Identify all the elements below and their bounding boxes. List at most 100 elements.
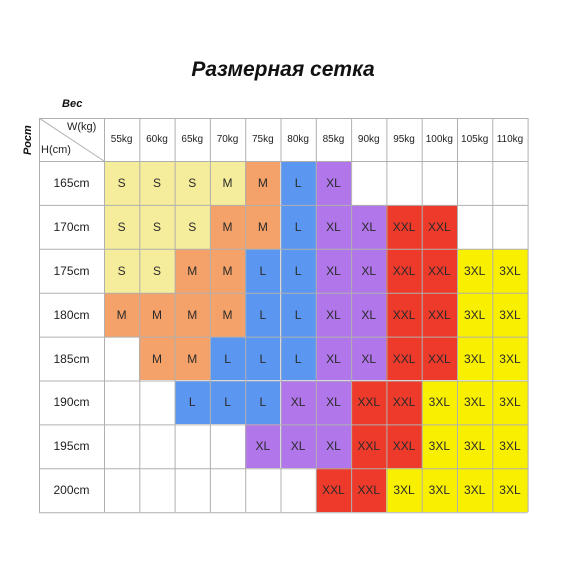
size-label: M: [151, 351, 162, 366]
size-cell: XL: [351, 204, 387, 249]
size-label: M: [222, 263, 233, 278]
height-row-header-cell: 180cm: [39, 293, 104, 337]
size-cell: XXL: [351, 468, 387, 513]
size-cell: [209, 424, 246, 469]
size-label: 3XL: [393, 483, 415, 498]
size-label: M: [222, 175, 233, 190]
size-cell: XL: [315, 292, 352, 337]
size-label: 3XL: [499, 395, 521, 410]
size-cell: 3XL: [457, 424, 493, 469]
size-label: 3XL: [428, 439, 451, 454]
size-cell: XXL: [386, 204, 422, 249]
size-label: 3XL: [463, 307, 486, 322]
size-cell: M: [209, 248, 246, 293]
weight-header-cell: 55kg: [104, 118, 139, 161]
size-label: XL: [326, 395, 341, 410]
size-cell: XL: [351, 336, 387, 381]
size-label: M: [222, 307, 233, 322]
weight-header-cell: 105kg: [457, 118, 492, 161]
height-row-header-cell: 190cm: [39, 381, 104, 425]
size-cell: [209, 468, 246, 513]
size-label: XL: [326, 351, 341, 366]
size-cell: L: [245, 336, 281, 381]
size-label: S: [188, 219, 197, 234]
size-cell: [280, 468, 316, 513]
size-cell: [104, 380, 140, 425]
size-cell: S: [139, 161, 175, 205]
size-label: XL: [326, 263, 341, 278]
corner-header-cell: W(kg) H(cm): [39, 118, 104, 161]
size-cell: XL: [351, 292, 387, 337]
size-cell: XL: [351, 248, 387, 293]
size-cell: L: [174, 380, 210, 425]
weight-header-cell: 85kg: [316, 118, 351, 161]
size-cell: [351, 161, 387, 205]
height-row-label: H(cm): [41, 144, 71, 156]
size-cell: XXL: [386, 336, 422, 381]
size-cell: [457, 161, 493, 205]
size-label: 3XL: [463, 395, 486, 410]
size-cell: XXL: [386, 424, 422, 469]
size-label: L: [259, 263, 267, 278]
size-cell: XXL: [421, 204, 457, 249]
size-label: S: [117, 219, 126, 234]
size-cell: XXL: [421, 336, 457, 381]
size-cell: 3XL: [457, 292, 493, 337]
size-label: M: [187, 307, 198, 322]
size-label: XL: [361, 307, 377, 322]
size-label: S: [188, 175, 197, 190]
size-cell: XL: [315, 380, 352, 425]
size-label: XXL: [322, 483, 345, 498]
size-cell: 3XL: [492, 424, 528, 469]
weight-header-cell: 65kg: [175, 118, 210, 161]
size-cell: 3XL: [421, 468, 457, 513]
size-label: 3XL: [499, 307, 521, 322]
size-cell: XXL: [386, 292, 422, 337]
size-cell: [104, 424, 140, 469]
size-cell: M: [209, 292, 246, 337]
size-label: XL: [361, 351, 377, 366]
size-cell: L: [245, 380, 281, 425]
size-label: 3XL: [499, 263, 521, 278]
size-cell: XXL: [351, 424, 387, 469]
size-cell: XL: [315, 161, 352, 205]
weight-header-label: 75kg: [251, 134, 274, 145]
size-cell: M: [174, 336, 210, 381]
size-label: L: [259, 351, 267, 366]
size-label: XL: [361, 219, 377, 234]
size-label: XXL: [392, 351, 416, 366]
size-cell: L: [280, 292, 316, 337]
size-label: 3XL: [499, 439, 521, 454]
size-cell: [457, 204, 493, 249]
size-cell: S: [104, 161, 140, 205]
weight-header-label: 80kg: [287, 134, 309, 145]
size-label: L: [294, 219, 302, 234]
size-cell: M: [209, 204, 246, 249]
size-label: M: [257, 219, 268, 234]
size-cell: XXL: [421, 248, 457, 293]
size-cell: M: [174, 292, 210, 337]
size-label: 3XL: [463, 439, 486, 454]
height-row-label: 180cm: [53, 307, 90, 322]
size-label: XL: [326, 175, 341, 190]
size-cell: 3XL: [421, 424, 457, 469]
size-cell: XL: [315, 336, 352, 381]
size-label: M: [257, 175, 268, 190]
weight-header-cell: 100kg: [422, 118, 457, 161]
size-cell: XXL: [315, 468, 352, 513]
size-cell: 3XL: [457, 336, 493, 381]
size-cell: L: [209, 380, 246, 425]
weight-column-label: W(kg): [67, 121, 97, 133]
height-row-label: 185cm: [53, 351, 90, 366]
size-cell: S: [174, 204, 210, 249]
size-cell: 3XL: [492, 248, 528, 293]
size-cell: XXL: [386, 248, 422, 293]
weight-header-label: 65kg: [181, 134, 204, 145]
height-row-header-cell: 170cm: [39, 205, 104, 249]
size-cell: S: [104, 204, 140, 249]
size-label: S: [152, 175, 161, 190]
weight-header-cell: 60kg: [139, 118, 174, 161]
size-label: S: [117, 175, 126, 190]
height-row-header-cell: 175cm: [39, 249, 104, 293]
